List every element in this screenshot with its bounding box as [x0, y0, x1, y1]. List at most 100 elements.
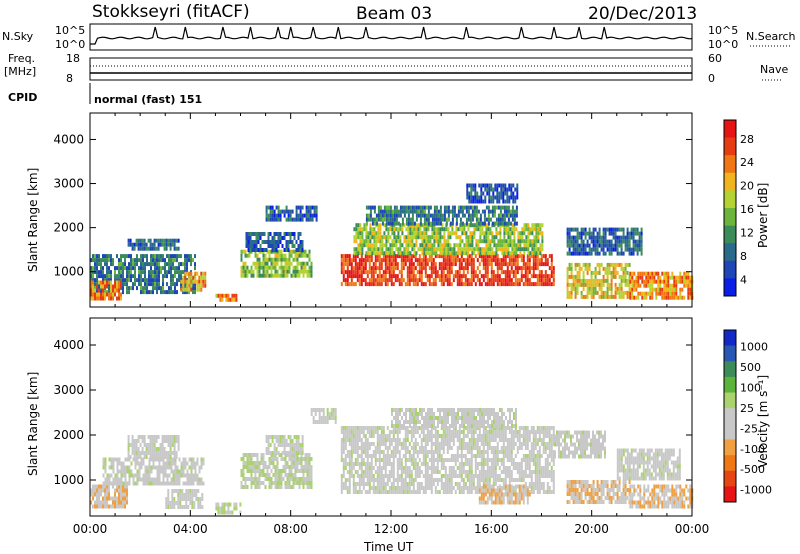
velocity-region-3	[165, 489, 204, 509]
power-colorbar-segment-5	[724, 208, 736, 226]
velocity-colorbar-segment-7	[724, 439, 736, 456]
power-region-10	[365, 205, 518, 226]
power-region-6	[245, 232, 304, 252]
freq-tick-top: 18	[66, 52, 80, 65]
nsky-panel-frame	[89, 23, 693, 51]
nsearch-tick-bottom: 10^0	[708, 38, 739, 51]
nave-tick-top: 60	[708, 52, 722, 65]
velocity-region-0	[90, 484, 128, 509]
velocity-colorbar-frame	[723, 329, 737, 503]
time-tick-0: 00:00	[73, 522, 108, 536]
velocity-range-tick-3000: 3000	[53, 383, 84, 397]
nsky-label: N.Sky	[2, 30, 34, 43]
nsky-tick-top: 10^5	[55, 24, 86, 37]
velocity-region-2	[127, 435, 180, 459]
time-tick-3: 12:00	[374, 522, 409, 536]
velocity-colorbar-tick-2: 100	[740, 381, 761, 394]
nsearch-label: N.Search	[746, 30, 796, 43]
velocity-region-11	[554, 430, 606, 459]
velocity-colorbar-tick-7: -1000	[740, 484, 772, 497]
nsearch-tick-top: 10^5	[708, 24, 739, 37]
velocity-region-7	[310, 408, 337, 424]
power-region-4	[215, 293, 238, 302]
time-tick-1: 04:00	[173, 522, 208, 536]
power-range-tick-4000: 4000	[53, 132, 84, 146]
power-region-12	[566, 227, 643, 256]
power-colorbar-segment-2	[724, 155, 736, 174]
power-colorbar-tick-1: 24	[740, 156, 754, 169]
velocity-colorbar-segment-8	[724, 455, 736, 472]
power-colorbar-frame	[723, 119, 737, 297]
power-range-tick-3000: 3000	[53, 177, 84, 191]
power-region-2	[127, 238, 180, 251]
velocity-colorbar-segment-2	[724, 361, 736, 378]
velocity-colorbar-segment-1	[724, 345, 736, 362]
power-colorbar-segment-0	[724, 120, 736, 138]
velocity-region-6	[265, 435, 304, 455]
velocity-colorbar-tick-1: 500	[740, 361, 761, 374]
velocity-colorbar-tick-6: -500	[740, 463, 765, 476]
power-colorbar-segment-3	[724, 172, 736, 191]
velocity-region-9	[391, 408, 517, 428]
cpid-value: normal (fast) 151	[94, 93, 203, 106]
velocity-region-13	[616, 448, 681, 481]
power-region-11	[466, 183, 519, 204]
time-tick-6: 00:00	[675, 522, 710, 536]
beam-title: Beam 03	[356, 4, 433, 24]
power-colorbar-tick-0: 28	[740, 133, 754, 146]
power-region-7	[265, 205, 318, 222]
velocity-region-1	[102, 457, 205, 486]
power-colorbar-segment-1	[724, 137, 736, 156]
power-colorbar-tick-5: 8	[740, 250, 747, 263]
velocity-region-5	[240, 453, 313, 489]
freq-panel-frame	[89, 57, 693, 81]
power-region-0	[90, 254, 196, 295]
freq-label: Freq.	[8, 52, 36, 65]
nave-label: Nave	[760, 63, 789, 76]
power-region-3	[180, 271, 207, 292]
velocity-colorbar-segment-4	[724, 392, 736, 409]
nsky-tick-bottom: 10^0	[55, 38, 86, 51]
power-region-13	[566, 262, 631, 299]
time-tick-5: 20:00	[574, 522, 609, 536]
freq-tick-bottom: 8	[66, 72, 73, 85]
power-colorbar-tick-4: 12	[740, 227, 754, 240]
velocity-colorbar-segment-5	[724, 408, 736, 425]
power-region-9	[353, 223, 544, 256]
velocity-colorbar-segment-9	[724, 470, 736, 487]
power-colorbar-segment-8	[724, 260, 736, 279]
velocity-colorbar-segment-3	[724, 376, 736, 393]
velocity-range-tick-1000: 1000	[53, 473, 84, 487]
velocity-colorbar-segment-0	[724, 330, 736, 346]
time-tick-4: 16:00	[474, 522, 509, 536]
freq-unit-label: [MHz]	[4, 65, 37, 78]
velocity-region-14	[629, 484, 694, 509]
velocity-range-tick-2000: 2000	[53, 428, 84, 442]
power-colorbar-tick-3: 16	[740, 203, 754, 216]
cpid-label: CPID	[8, 91, 38, 104]
time-tick-2: 08:00	[273, 522, 308, 536]
date-title: 20/Dec/2013	[588, 4, 698, 24]
power-colorbar-segment-6	[724, 225, 736, 244]
power-colorbar-tick-6: 4	[740, 274, 747, 287]
power-region-14	[629, 271, 694, 300]
velocity-colorbar-tick-5: -100	[740, 443, 765, 456]
power-range-tick-2000: 2000	[53, 221, 84, 235]
velocity-region-10	[478, 484, 531, 505]
station-title: Stokkseyri (fitACF)	[92, 2, 250, 22]
nsky-trace	[90, 26, 693, 45]
nave-tick-bottom: 0	[708, 72, 715, 85]
velocity-region-4	[215, 502, 242, 515]
time-axis-label: Time UT	[364, 540, 414, 554]
velocity-range-tick-4000: 4000	[53, 338, 84, 352]
velocity-colorbar-segment-10	[724, 486, 736, 503]
velocity-colorbar-segment-6	[724, 423, 736, 440]
power-colorbar-tick-2: 20	[740, 180, 754, 193]
velocity-region-12	[566, 480, 631, 504]
power-region-8	[340, 254, 555, 287]
power-colorbar-segment-9	[724, 278, 736, 297]
velocity-colorbar-tick-0: 1000	[740, 340, 768, 353]
power-colorbar-segment-7	[724, 243, 736, 262]
power-range-tick-1000: 1000	[53, 265, 84, 279]
